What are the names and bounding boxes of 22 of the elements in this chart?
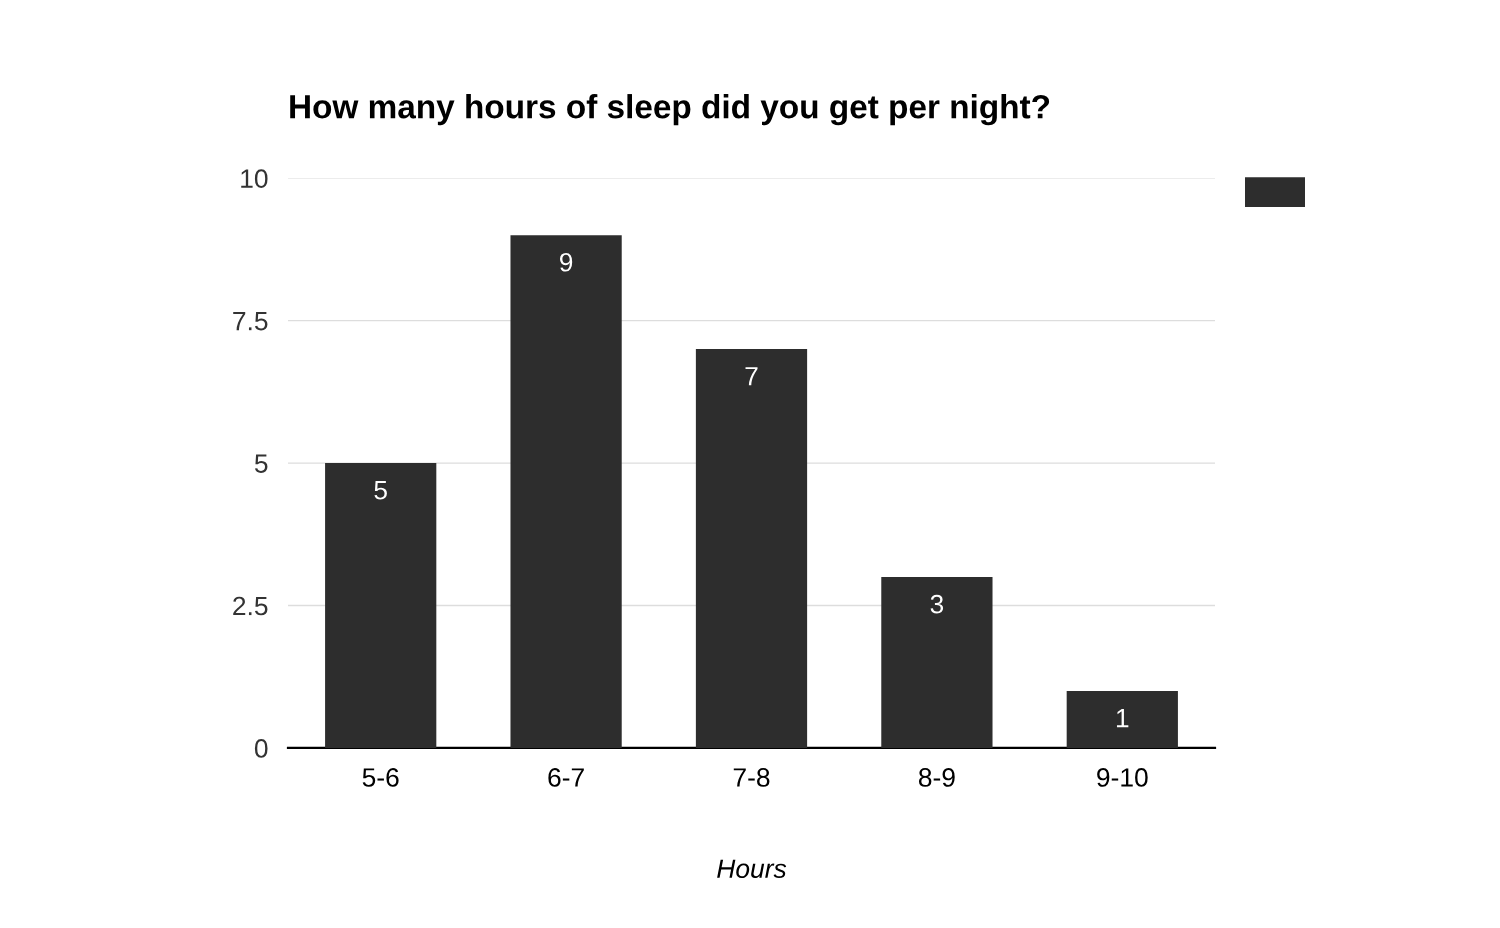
data-label: 5 [374, 481, 387, 500]
x-tick-label: 6-7 [548, 768, 584, 787]
bar [325, 463, 437, 748]
bar [1066, 690, 1178, 748]
x-tick-label: 7-8 [733, 768, 770, 787]
y-tick-label: 5 [254, 454, 268, 473]
y-tick-label: 10 [241, 169, 268, 188]
x-tick-label: 5-6 [362, 768, 399, 787]
data-label: 9 [560, 252, 573, 272]
x-tick-label: 9-10 [1097, 768, 1148, 787]
y-tick-label: 0 [254, 739, 268, 758]
chart-title: How many hours of sleep did you get per night? [290, 94, 1050, 126]
x-tick-label: 8-9 [918, 768, 955, 787]
bar [695, 349, 808, 748]
x-axis-title: Hours [717, 859, 787, 879]
data-label: 1 [1116, 709, 1129, 728]
y-tick-label: 7.5 [233, 312, 268, 331]
bar [881, 577, 993, 748]
bar [510, 235, 622, 748]
data-label: 7 [745, 367, 758, 386]
data-label: 3 [930, 594, 944, 614]
y-tick-label: 2.5 [233, 596, 268, 616]
